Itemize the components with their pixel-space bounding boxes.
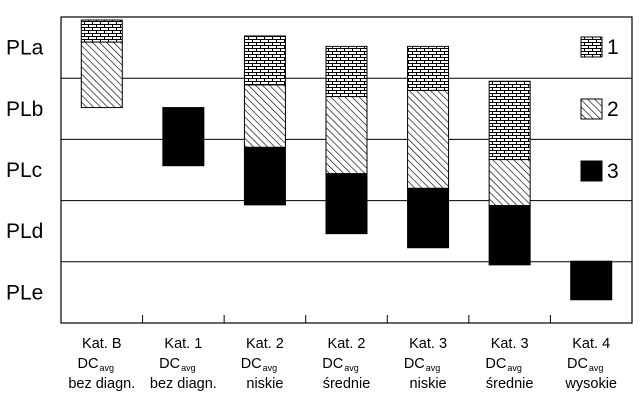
- category-label-dc-subscript: avg: [263, 363, 278, 373]
- category-label: Kat. 4 DCavg wysokie: [564, 336, 617, 392]
- category-label-line3: średnie: [323, 376, 371, 392]
- legend-label-3: 3: [607, 160, 619, 183]
- category-label-line1: Kat. 1: [164, 336, 202, 352]
- category-label-dc-subscript: avg: [344, 363, 359, 373]
- legend-swatch-1: [580, 36, 603, 58]
- category-label-dc-subscript: avg: [426, 363, 441, 373]
- category-label: Kat. 3 DCavg niskie: [404, 336, 447, 392]
- bar-segment-series-2: [407, 89, 450, 189]
- bar-segment-series-1: [80, 19, 123, 43]
- bar-segment-series-2: [325, 96, 368, 175]
- category-label-dc: DCavg: [404, 356, 440, 373]
- category-label-dc: DCavg: [567, 356, 603, 373]
- category-label-line3: średnie: [486, 376, 534, 392]
- bar-segment-series-3: [243, 146, 286, 206]
- category-label-line3: niskie: [410, 376, 447, 392]
- bar-segment-series-3: [570, 260, 613, 301]
- category-label-dc-subscript: avg: [507, 363, 522, 373]
- category-label-dc-subscript: avg: [100, 363, 115, 373]
- bar-segment-series-2: [80, 41, 123, 109]
- category-label-dc: DCavg: [241, 356, 277, 373]
- category-label-line1: Kat. 2: [246, 336, 284, 352]
- bar-segment-series-2: [488, 159, 531, 206]
- legend-swatch-3: [580, 160, 603, 182]
- category-label-line3: wysokie: [564, 376, 617, 392]
- legend-swatch-2: [580, 98, 603, 120]
- category-label-line3: bez diagn.: [150, 376, 217, 392]
- bar-segment-series-1: [488, 80, 531, 161]
- legend: 1 2 3: [580, 36, 619, 183]
- category-label: Kat. 2 DCavg niskie: [241, 336, 284, 392]
- y-level-label: PLa: [6, 37, 44, 60]
- y-level-label: PLc: [6, 159, 42, 182]
- category-label-dc: DCavg: [159, 356, 195, 373]
- y-level-label: PLb: [6, 98, 43, 121]
- category-label: Kat. 2 DCavg średnie: [322, 336, 370, 392]
- category-label-dc-subscript: avg: [589, 363, 604, 373]
- bar-segment-series-3: [407, 187, 450, 249]
- category-label: Kat. 3 DCavg średnie: [485, 336, 533, 392]
- category-label-line1: Kat. 4: [572, 336, 610, 352]
- bar-segment-series-1: [407, 45, 450, 91]
- category-label-dc: DCavg: [485, 356, 521, 373]
- bar-segment-series-3: [488, 204, 531, 266]
- category-label-line1: Kat. 3: [409, 336, 447, 352]
- legend-label-2: 2: [607, 98, 619, 121]
- bar-segment-series-1: [243, 35, 286, 86]
- category-label-line3: bez diagn.: [68, 376, 135, 392]
- plot-frame: [60, 16, 633, 324]
- category-label-dc-subscript: avg: [181, 363, 196, 373]
- plot-border: [60, 16, 633, 324]
- legend-label-1: 1: [607, 36, 619, 59]
- bar-segment-series-3: [325, 173, 368, 235]
- category-label-line1: Kat. 3: [491, 336, 529, 352]
- y-level-label: PLe: [6, 281, 43, 304]
- y-level-label: PLd: [6, 220, 43, 243]
- category-label: Kat. 1 DCavg bez diagn.: [150, 336, 217, 392]
- bar-segment-series-1: [325, 45, 368, 98]
- category-label-line1: Kat. B: [82, 336, 122, 352]
- category-label: Kat. B DCavg bez diagn.: [68, 336, 135, 392]
- category-label-dc: DCavg: [78, 356, 114, 373]
- bar-segment-series-3: [162, 107, 205, 167]
- category-label-line1: Kat. 2: [328, 336, 366, 352]
- bars: [80, 19, 613, 301]
- bar-segment-series-2: [243, 84, 286, 148]
- category-label-dc: DCavg: [322, 356, 358, 373]
- category-label-line3: niskie: [246, 376, 283, 392]
